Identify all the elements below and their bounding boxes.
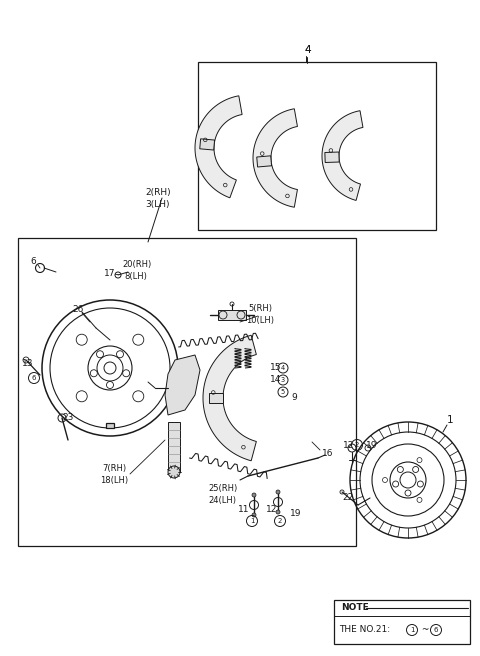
Polygon shape (322, 111, 363, 201)
Bar (18, 238, 356, 546)
Polygon shape (195, 96, 242, 198)
Text: 15: 15 (270, 363, 281, 373)
Text: 1: 1 (250, 518, 254, 524)
Bar (198, 62, 436, 230)
Text: 1: 1 (410, 627, 414, 633)
Text: 2(RH): 2(RH) (145, 188, 170, 197)
Text: 11: 11 (238, 506, 250, 514)
Text: 12: 12 (343, 440, 354, 449)
Text: 24(LH): 24(LH) (208, 495, 236, 504)
Bar (106, 423, 114, 428)
Text: 2: 2 (355, 442, 359, 448)
Polygon shape (325, 152, 339, 163)
Text: 6: 6 (32, 375, 36, 381)
Text: 6: 6 (434, 627, 438, 633)
Circle shape (252, 493, 256, 497)
Text: 19: 19 (290, 510, 301, 518)
Text: THE NO.21:: THE NO.21: (339, 626, 393, 634)
Text: 16: 16 (322, 449, 334, 459)
Circle shape (276, 490, 280, 494)
Polygon shape (253, 109, 298, 207)
Text: 3(LH): 3(LH) (145, 199, 169, 209)
Text: 6: 6 (30, 258, 36, 266)
Text: 22: 22 (342, 493, 353, 502)
Circle shape (252, 513, 256, 517)
Text: 17: 17 (104, 270, 116, 279)
Text: 3: 3 (281, 377, 285, 383)
Polygon shape (209, 393, 223, 403)
Text: 4: 4 (304, 45, 311, 55)
Polygon shape (200, 139, 215, 150)
Bar (168, 422, 180, 472)
Text: 9: 9 (291, 394, 297, 403)
Text: 5(RH): 5(RH) (248, 304, 272, 312)
Text: 12: 12 (266, 506, 277, 514)
Text: 2: 2 (278, 518, 282, 524)
Text: ~: ~ (419, 626, 432, 634)
Text: 19: 19 (366, 440, 377, 449)
Text: 25(RH): 25(RH) (208, 483, 237, 493)
Polygon shape (257, 156, 272, 167)
Polygon shape (203, 335, 256, 461)
Bar (334, 600, 470, 644)
Text: 13: 13 (22, 359, 34, 369)
Text: 20(RH): 20(RH) (122, 260, 151, 268)
Text: 14: 14 (270, 375, 281, 384)
Text: 23: 23 (62, 413, 73, 422)
Text: 4: 4 (304, 45, 311, 55)
Text: 8(LH): 8(LH) (124, 272, 147, 281)
Text: 7(RH): 7(RH) (102, 464, 126, 472)
Text: 1: 1 (447, 415, 454, 425)
Text: NOTE: NOTE (341, 604, 369, 613)
Text: 26: 26 (72, 306, 84, 314)
Polygon shape (165, 355, 200, 415)
Circle shape (276, 510, 280, 514)
Text: 5: 5 (281, 389, 285, 395)
Bar (218, 310, 246, 320)
Text: 4: 4 (281, 365, 285, 371)
Text: 18(LH): 18(LH) (100, 476, 128, 485)
Circle shape (168, 466, 180, 478)
Text: 10(LH): 10(LH) (246, 316, 274, 325)
